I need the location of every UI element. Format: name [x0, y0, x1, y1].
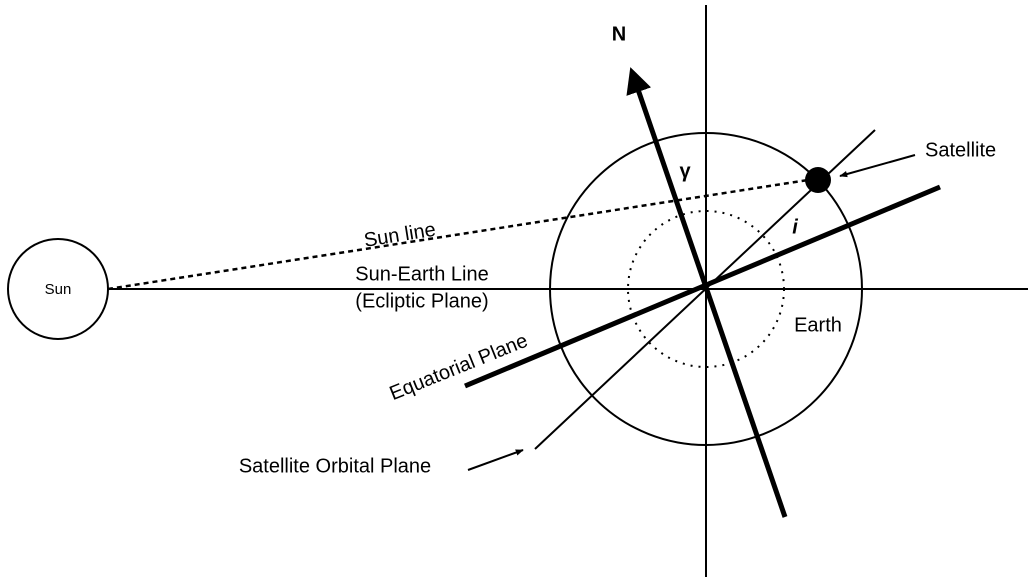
sun-earth-label: Sun-Earth Line [355, 263, 488, 285]
satellite-arrow [839, 154, 916, 178]
north-label: N [612, 23, 626, 45]
sun-line-label: Sun line [362, 219, 437, 252]
sun-line [107, 178, 809, 291]
satellite [805, 167, 831, 193]
inclination-label: i [792, 216, 798, 238]
ecliptic-label: (Ecliptic Plane) [355, 290, 488, 312]
satellite-label: Satellite [925, 139, 996, 161]
north-axis [626, 67, 788, 518]
earth-label: Earth [794, 314, 842, 336]
orbit-circle [549, 132, 863, 446]
orbital-arrow [467, 449, 524, 471]
geometry [7, 5, 1028, 577]
equatorial-plane [464, 184, 941, 389]
earth-circle [627, 210, 785, 368]
gamma-label: γ [679, 160, 691, 182]
orbital-plane-label: Satellite Orbital Plane [239, 455, 431, 477]
sun-label: Sun [45, 281, 72, 298]
